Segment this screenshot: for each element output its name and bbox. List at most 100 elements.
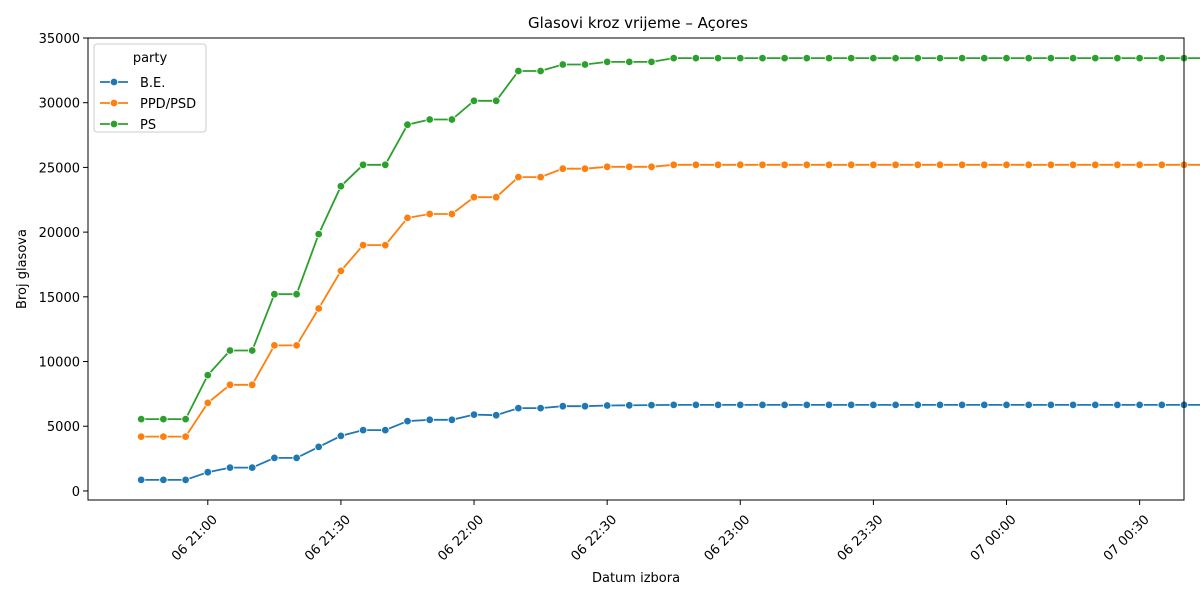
- data-point: [381, 160, 390, 169]
- data-point: [957, 53, 967, 63]
- data-point: [425, 415, 434, 424]
- data-point: [381, 240, 390, 250]
- data-point: [247, 346, 257, 355]
- data-point: [159, 432, 168, 441]
- data-point: [536, 66, 545, 76]
- data-point: [758, 160, 767, 169]
- data-point: [1157, 160, 1166, 169]
- data-point: [935, 160, 945, 169]
- x-tick-label: 06 22:30: [568, 512, 620, 564]
- data-point: [1002, 160, 1011, 169]
- data-point: [181, 414, 190, 424]
- data-point: [580, 164, 590, 173]
- legend-box: [93, 43, 207, 133]
- data-point: [625, 57, 634, 67]
- data-point: [358, 425, 368, 435]
- y-tick-label: 15000: [39, 291, 80, 306]
- data-point: [824, 400, 834, 410]
- data-point: [647, 400, 656, 410]
- data-point: [536, 403, 545, 413]
- data-point: [913, 400, 922, 410]
- data-point: [847, 160, 856, 169]
- data-point: [203, 398, 212, 408]
- data-point: [1046, 53, 1056, 63]
- x-tick-label: 06 21:00: [169, 512, 221, 564]
- data-point: [935, 53, 945, 63]
- data-point: [625, 162, 634, 171]
- y-tick-label: 30000: [39, 97, 80, 112]
- data-point: [314, 304, 323, 313]
- data-point: [780, 160, 789, 169]
- data-point: [358, 240, 368, 250]
- data-point: [247, 380, 257, 389]
- data-point: [669, 53, 678, 63]
- data-point: [1135, 160, 1144, 169]
- x-tick-label: 06 23:30: [835, 512, 887, 564]
- data-point: [980, 53, 989, 63]
- data-point: [492, 411, 501, 420]
- legend-marker: [109, 77, 119, 87]
- series-b-e-: [136, 400, 1200, 485]
- data-point: [514, 403, 523, 413]
- series-ppd-psd: [136, 160, 1200, 441]
- data-point: [980, 160, 989, 169]
- data-point: [1135, 400, 1144, 410]
- data-point: [536, 172, 545, 182]
- data-point: [203, 468, 212, 477]
- data-point: [136, 414, 146, 424]
- data-point: [181, 475, 190, 485]
- data-point: [314, 442, 323, 452]
- y-tick-label: 25000: [39, 161, 80, 176]
- y-tick-label: 0: [72, 485, 80, 500]
- data-point: [469, 410, 479, 419]
- data-point: [358, 160, 368, 169]
- data-point: [780, 400, 789, 410]
- data-point: [247, 463, 257, 472]
- data-point: [691, 160, 701, 169]
- data-point: [225, 380, 235, 389]
- data-point: [869, 160, 878, 169]
- data-point: [603, 401, 612, 410]
- data-point: [1002, 400, 1011, 410]
- data-point: [336, 431, 346, 441]
- data-point: [713, 400, 723, 410]
- data-point: [802, 53, 811, 63]
- data-point: [514, 172, 523, 182]
- data-point: [957, 160, 967, 169]
- data-point: [580, 60, 590, 69]
- data-point: [736, 53, 745, 63]
- data-point: [625, 401, 634, 410]
- y-axis: 0 5000 10000 15000 20000 25000 30000 35000: [39, 32, 88, 500]
- data-point: [824, 160, 834, 169]
- data-point: [802, 160, 811, 169]
- data-point: [802, 400, 811, 410]
- data-point: [292, 290, 301, 299]
- data-point: [270, 341, 279, 350]
- x-tick-label: 06 21:30: [302, 512, 354, 564]
- legend-title: party: [133, 51, 168, 66]
- series-line: [141, 403, 1200, 481]
- data-point: [403, 120, 412, 129]
- data-point: [1068, 400, 1078, 410]
- x-tick-label: 06 22:00: [435, 512, 487, 564]
- x-tick-label: 07 00:00: [968, 512, 1020, 564]
- series-ps: [136, 53, 1200, 424]
- data-point: [1091, 53, 1100, 63]
- data-point: [292, 341, 301, 350]
- data-point: [847, 400, 856, 410]
- data-point: [336, 181, 346, 191]
- y-axis-title: Broj glasova: [15, 229, 30, 309]
- data-point: [225, 346, 235, 355]
- data-point: [181, 432, 190, 441]
- data-point: [447, 415, 457, 424]
- data-point: [824, 53, 834, 63]
- data-point: [425, 209, 434, 219]
- data-point: [159, 414, 168, 424]
- data-point: [514, 66, 523, 76]
- axes-frame: [87, 37, 1185, 501]
- data-point: [447, 115, 457, 124]
- data-point: [1113, 400, 1122, 410]
- data-point: [1002, 53, 1011, 63]
- x-tick-label: 06 23:00: [702, 512, 754, 564]
